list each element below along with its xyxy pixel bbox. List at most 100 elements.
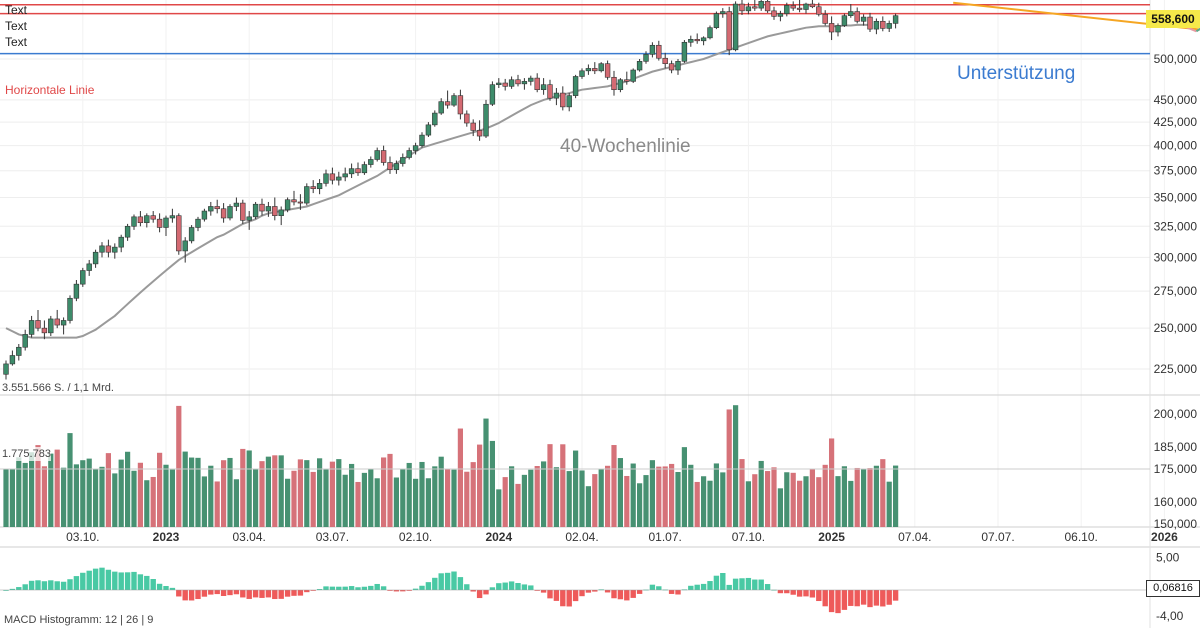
candle-up (451, 95, 457, 106)
volume-bar (739, 459, 745, 527)
candle-up (16, 346, 22, 356)
candle-up (636, 61, 643, 71)
macd-bar (41, 581, 48, 590)
candle-down (547, 84, 553, 99)
volume-bar (86, 458, 92, 527)
volume-bar (125, 451, 131, 527)
volume-bar (169, 469, 175, 527)
macd-bar (137, 574, 144, 590)
macd-bar (617, 590, 624, 600)
macd-bar (451, 571, 457, 590)
support-label: Unterstützung (957, 63, 1076, 84)
candle-up (73, 283, 80, 299)
macd-bar (400, 590, 406, 592)
macd-bar (304, 590, 310, 593)
volume-bar (329, 461, 335, 527)
candle-down (790, 5, 796, 9)
macd-bar (86, 570, 92, 590)
candle-up (227, 206, 233, 219)
macd-tick-label: 5,00 (1156, 551, 1180, 565)
volume-bar (317, 458, 323, 527)
macd-bar (508, 581, 515, 590)
candle-up (3, 363, 9, 375)
candle-up (419, 134, 425, 146)
volume-bar (342, 474, 348, 527)
candle-down (214, 206, 220, 210)
macd-tick-label: -4,00 (1156, 609, 1184, 623)
macd-bar (483, 590, 489, 595)
macd-bar (150, 579, 156, 590)
candle-up (80, 270, 86, 285)
current-price-badge: 558,600 (1146, 10, 1200, 28)
volume-bar (777, 488, 783, 527)
candle-up (848, 11, 854, 16)
volume-bar (265, 456, 271, 527)
macd-bar (822, 590, 828, 607)
price-tick-label: 250,000 (1154, 321, 1198, 335)
candle-up (745, 6, 752, 12)
macd-bar (867, 590, 873, 608)
macd-bar (809, 590, 816, 598)
candle-up (540, 84, 547, 90)
volume-bar (765, 471, 771, 527)
candle-down (515, 79, 521, 85)
candle-up (649, 44, 656, 55)
candle-up (886, 23, 892, 29)
macd-bar (566, 590, 572, 607)
candle-up (777, 13, 784, 17)
macd-bar (9, 588, 16, 590)
macd-bar (73, 576, 80, 590)
candle-up (528, 77, 534, 82)
volume-bar (809, 469, 815, 527)
macd-bar (220, 590, 227, 596)
candle-down (240, 202, 246, 221)
volume-bar (425, 478, 431, 527)
volume-bar (336, 459, 342, 527)
macd-bar (694, 584, 700, 590)
candle-up (201, 210, 208, 220)
volume-bar (605, 465, 611, 527)
macd-bar (803, 590, 809, 597)
candle-up (720, 11, 726, 14)
volume-bar (54, 449, 60, 527)
volume-bar (637, 483, 643, 527)
candle-down (220, 208, 227, 219)
macd-bar (272, 590, 278, 600)
macd-bar (790, 590, 796, 595)
candle-down (854, 11, 860, 22)
volume-bar (829, 438, 835, 527)
volume-bar (771, 467, 777, 527)
volume-bar (99, 466, 105, 527)
macd-bar (534, 590, 540, 591)
macd-bar (105, 569, 112, 590)
macd-bar (28, 580, 35, 590)
candle-down (694, 39, 700, 42)
macd-bar (860, 590, 867, 605)
macd-bar (156, 583, 163, 590)
volume-bar (867, 468, 873, 527)
macd-bar (246, 590, 252, 599)
volume-bar (41, 466, 47, 527)
candle-down (828, 23, 835, 33)
x-tick-label: 01.07. (649, 530, 682, 544)
x-tick-label: 02.04. (565, 530, 598, 544)
candle-up (336, 176, 342, 181)
candle-down (156, 218, 163, 228)
volume-bar (291, 470, 297, 527)
top-left-text-3: Text (5, 35, 28, 49)
volume-bar (803, 476, 809, 527)
macd-bar (54, 581, 60, 590)
macd-bar (444, 572, 451, 590)
volume-bar (470, 462, 476, 527)
candle-down (764, 1, 771, 12)
volume-bar (278, 455, 284, 527)
candle-up (374, 150, 380, 160)
macd-bar (732, 578, 739, 590)
candle-up (361, 164, 368, 174)
candle-up (438, 101, 444, 114)
macd-bar (604, 590, 611, 593)
macd-bar (291, 590, 297, 596)
volume-tick-label: 150,000 (1154, 517, 1198, 531)
macd-bar (752, 579, 758, 590)
candle-up (675, 61, 681, 71)
